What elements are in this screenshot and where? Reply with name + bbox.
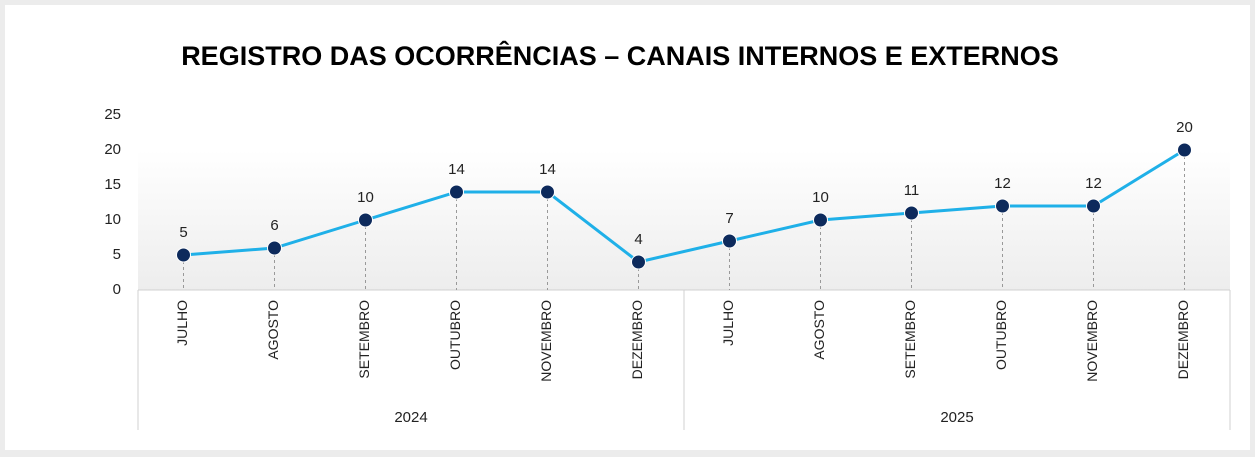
- data-label: 14: [539, 161, 556, 178]
- y-tick-label: 0: [113, 281, 121, 298]
- marker: [722, 233, 737, 249]
- group-label: 2024: [394, 409, 427, 426]
- data-label: 4: [634, 231, 642, 248]
- marker: [813, 212, 828, 228]
- data-label: 14: [448, 161, 465, 178]
- y-tick-label: 15: [104, 176, 121, 193]
- y-tick-label: 25: [104, 106, 121, 123]
- x-tick-label: AGOSTO: [811, 300, 827, 360]
- data-label: 12: [1085, 175, 1102, 192]
- x-tick-label: SETEMBRO: [356, 300, 372, 379]
- y-tick-label: 20: [104, 141, 121, 158]
- marker: [1086, 198, 1101, 214]
- data-label: 20: [1176, 119, 1193, 136]
- x-tick-label: DEZEMBRO: [1175, 300, 1191, 379]
- marker: [267, 240, 282, 256]
- marker: [1177, 142, 1192, 158]
- data-label: 6: [270, 217, 278, 234]
- line: [183, 148, 1186, 264]
- data-label: 11: [904, 182, 920, 199]
- data-label: 10: [357, 189, 374, 206]
- data-label: 12: [994, 175, 1011, 192]
- x-tick-label: JULHO: [720, 300, 736, 346]
- group-label: 2025: [940, 409, 973, 426]
- marker: [176, 247, 191, 263]
- marker: [995, 198, 1010, 214]
- plot-background: [138, 150, 1230, 290]
- marker: [631, 254, 646, 270]
- data-label: 10: [812, 189, 829, 206]
- x-tick-label: NOVEMBRO: [1084, 300, 1100, 382]
- chart-title: REGISTRO DAS OCORRÊNCIAS – CANAIS INTERN…: [181, 40, 1059, 71]
- data-label: 5: [179, 224, 187, 241]
- x-tick-label: DEZEMBRO: [629, 300, 645, 379]
- marker: [358, 212, 373, 228]
- x-tick-label: NOVEMBRO: [538, 300, 554, 382]
- x-tick-label: AGOSTO: [265, 300, 281, 360]
- marker: [540, 184, 555, 200]
- x-tick-label: OUTUBRO: [447, 300, 463, 370]
- x-tick-label: JULHO: [174, 300, 190, 346]
- marker: [904, 205, 919, 221]
- data-label: 7: [725, 210, 733, 227]
- x-tick-label: OUTUBRO: [993, 300, 1009, 370]
- x-tick-label: SETEMBRO: [902, 300, 918, 379]
- y-tick-label: 5: [113, 246, 121, 263]
- marker: [449, 184, 464, 200]
- y-tick-label: 10: [104, 211, 121, 228]
